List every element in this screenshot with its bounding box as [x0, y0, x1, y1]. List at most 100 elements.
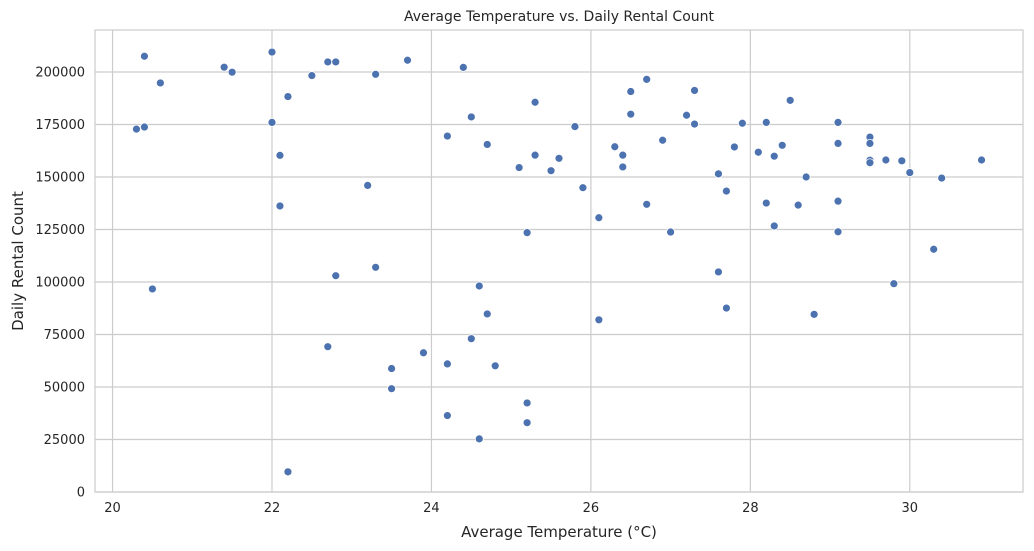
data-point — [690, 86, 699, 95]
data-point — [522, 398, 532, 408]
data-point — [522, 228, 532, 238]
y-tick-label: 125000 — [35, 223, 85, 238]
data-point — [387, 384, 396, 394]
data-point — [283, 92, 293, 101]
data-point — [227, 67, 237, 77]
data-point — [570, 122, 580, 131]
data-point — [371, 69, 381, 79]
data-point — [626, 87, 636, 96]
data-point — [403, 55, 412, 65]
data-point — [905, 168, 915, 177]
data-point — [761, 118, 771, 127]
data-point — [793, 200, 803, 210]
data-point — [833, 138, 843, 148]
data-points — [132, 47, 986, 477]
data-point — [387, 364, 396, 373]
data-point — [865, 138, 875, 148]
y-tick-label: 75000 — [44, 328, 85, 343]
data-point — [666, 227, 676, 237]
data-point — [148, 284, 157, 294]
data-point — [714, 169, 723, 179]
data-point — [155, 78, 165, 88]
y-axis-title: Daily Rental Count — [9, 191, 27, 331]
y-tick-label: 25000 — [44, 433, 85, 448]
data-point — [626, 109, 636, 119]
data-point — [482, 309, 492, 319]
data-point — [865, 158, 875, 168]
data-point — [682, 110, 691, 120]
data-point — [442, 411, 452, 420]
x-tick-label: 22 — [264, 501, 281, 516]
data-point — [714, 267, 723, 277]
data-point — [977, 155, 986, 165]
data-point — [371, 262, 381, 272]
data-point — [618, 150, 628, 160]
data-point — [618, 162, 628, 172]
y-tick-label: 200000 — [35, 66, 85, 81]
grid-layer — [95, 30, 1023, 493]
data-point — [474, 434, 484, 444]
y-tick-label: 50000 — [44, 381, 85, 396]
data-point — [729, 142, 739, 152]
data-point — [132, 124, 141, 134]
data-point — [594, 315, 604, 325]
data-point — [275, 150, 285, 160]
data-point — [897, 156, 907, 166]
x-tick-label: 26 — [583, 501, 600, 516]
data-point — [777, 140, 787, 150]
data-point — [722, 303, 731, 313]
data-point — [881, 155, 891, 165]
data-point — [267, 118, 277, 127]
data-point — [809, 309, 819, 319]
data-point — [140, 51, 149, 61]
tick-labels: 20 22 24 26 28 30 0 25000 50000 75000 100000 125000… — [35, 66, 918, 517]
data-point — [833, 227, 843, 237]
data-point — [658, 135, 668, 145]
data-point — [937, 173, 947, 183]
data-point — [769, 151, 779, 161]
x-tick-label: 20 — [104, 501, 121, 516]
data-point — [722, 186, 731, 196]
data-point — [442, 131, 452, 141]
data-point — [482, 140, 492, 149]
data-point — [889, 279, 899, 289]
x-tick-label: 24 — [423, 501, 440, 516]
data-point — [578, 183, 588, 193]
data-point — [737, 118, 747, 128]
data-point — [458, 62, 468, 72]
data-point — [554, 153, 564, 163]
data-point — [490, 361, 500, 371]
data-point — [219, 62, 229, 72]
x-tick-label: 30 — [902, 501, 919, 516]
data-point — [267, 47, 277, 57]
data-point — [140, 122, 149, 132]
data-point — [331, 57, 341, 67]
data-point — [419, 348, 428, 358]
data-point — [323, 342, 333, 352]
data-point — [530, 97, 540, 107]
y-tick-label: 100000 — [35, 276, 85, 291]
chart-title: Average Temperature vs. Daily Rental Cou… — [404, 9, 715, 25]
data-point — [466, 112, 476, 122]
data-point — [785, 95, 795, 105]
data-point — [514, 163, 524, 172]
data-point — [331, 271, 341, 281]
data-point — [769, 221, 779, 231]
plot-frame — [94, 29, 1024, 493]
data-point — [275, 201, 285, 211]
data-point — [833, 196, 843, 206]
y-tick-label: 150000 — [35, 171, 85, 186]
data-point — [833, 118, 843, 127]
y-tick-label: 0 — [77, 486, 85, 501]
data-point — [801, 172, 811, 182]
data-point — [690, 119, 699, 129]
data-point — [642, 74, 652, 84]
data-point — [761, 198, 771, 208]
data-point — [530, 150, 540, 160]
x-axis-title: Average Temperature (°C) — [461, 523, 657, 541]
data-point — [363, 180, 373, 190]
data-point — [753, 147, 763, 157]
data-point — [642, 199, 652, 209]
x-tick-label: 28 — [742, 501, 759, 516]
